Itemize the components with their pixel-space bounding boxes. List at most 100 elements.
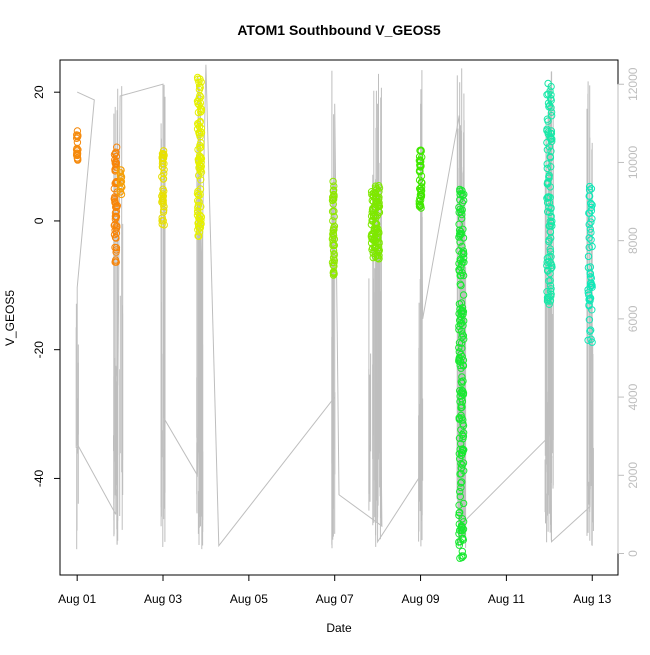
y2-tick-label: 12000	[626, 67, 640, 101]
data-point	[117, 173, 126, 182]
data-point	[545, 199, 554, 207]
data-point	[111, 193, 119, 201]
data-point	[546, 282, 555, 290]
data-point	[455, 203, 463, 212]
data-point	[458, 186, 466, 195]
data-point	[116, 178, 124, 187]
data-point	[456, 492, 464, 501]
data-point	[456, 320, 465, 328]
data-point	[375, 247, 383, 256]
data-point	[110, 196, 119, 204]
data-point	[459, 356, 468, 364]
data-point	[457, 315, 465, 324]
data-point	[586, 297, 594, 305]
data-point	[455, 530, 463, 538]
data-point	[459, 499, 468, 508]
data-point	[455, 509, 463, 517]
data-point	[371, 252, 380, 261]
x-tick-label: Aug 03	[144, 592, 182, 606]
data-point	[368, 230, 376, 238]
x-tick-label: Aug 01	[58, 592, 96, 606]
data-point	[547, 292, 555, 300]
data-point	[416, 194, 424, 203]
x-tick-label: Aug 09	[402, 592, 440, 606]
data-point	[455, 339, 464, 347]
data-point	[194, 232, 202, 240]
data-point	[329, 231, 338, 240]
data-point	[458, 553, 466, 562]
data-point	[586, 327, 594, 335]
y2-tick-label: 8000	[626, 227, 640, 254]
data-point	[456, 387, 464, 395]
data-point	[459, 420, 467, 428]
data-point	[544, 99, 553, 107]
data-point	[112, 244, 121, 252]
data-point	[460, 196, 468, 205]
data-point	[546, 208, 554, 217]
data-point	[457, 479, 465, 487]
data-point	[455, 208, 463, 217]
data-point	[546, 87, 554, 95]
data-point	[158, 198, 166, 206]
data-point	[459, 361, 467, 369]
data-point	[111, 258, 120, 266]
data-point	[546, 247, 555, 256]
data-point	[459, 459, 468, 467]
data-point	[545, 171, 553, 180]
axes-layer: 20 0 -20 -40 Aug 01 Aug 03 Aug 05 Aug 07 Aug 09 A…	[32, 67, 640, 606]
data-point	[329, 254, 338, 262]
data-point	[329, 246, 338, 255]
data-point	[330, 224, 338, 232]
data-point	[329, 269, 338, 277]
y2-tick-label: 4000	[626, 383, 640, 410]
data-point	[111, 156, 119, 164]
x-tick-label: Aug 05	[230, 592, 268, 606]
y2-tick-label: 6000	[626, 305, 640, 332]
scatter-points-layer	[72, 73, 596, 562]
data-point	[459, 271, 468, 280]
data-point	[547, 204, 555, 212]
data-point	[197, 202, 205, 211]
data-point	[110, 230, 119, 239]
data-point	[111, 220, 119, 229]
data-point	[112, 152, 121, 161]
data-point	[543, 164, 551, 173]
data-point	[543, 254, 552, 262]
data-point	[196, 118, 204, 127]
data-point	[587, 185, 596, 193]
data-point	[456, 205, 464, 214]
data-point	[373, 245, 382, 254]
data-point	[459, 525, 468, 533]
data-point	[585, 220, 593, 229]
data-point	[458, 530, 466, 538]
data-point	[194, 97, 202, 106]
data-point	[458, 260, 466, 268]
data-point	[197, 143, 205, 151]
data-point	[373, 235, 381, 243]
data-point	[194, 158, 203, 166]
data-point	[457, 230, 466, 238]
data-point	[112, 248, 120, 256]
data-point	[367, 220, 376, 229]
data-point	[586, 283, 594, 291]
y-tick-label: 0	[32, 217, 46, 224]
data-point	[197, 213, 206, 221]
data-point	[158, 163, 167, 171]
data-point	[545, 257, 553, 266]
data-point	[329, 217, 337, 225]
data-point	[459, 291, 468, 299]
data-point	[195, 101, 203, 109]
data-point	[584, 252, 593, 261]
data-point	[456, 398, 464, 406]
data-point	[110, 150, 119, 159]
data-point	[585, 301, 593, 309]
y2-tick-label: 10000	[626, 145, 640, 179]
data-point	[195, 129, 204, 137]
data-point	[546, 152, 554, 161]
data-point	[74, 146, 82, 154]
data-point	[373, 251, 381, 259]
data-point	[548, 263, 556, 271]
data-point	[73, 154, 82, 162]
